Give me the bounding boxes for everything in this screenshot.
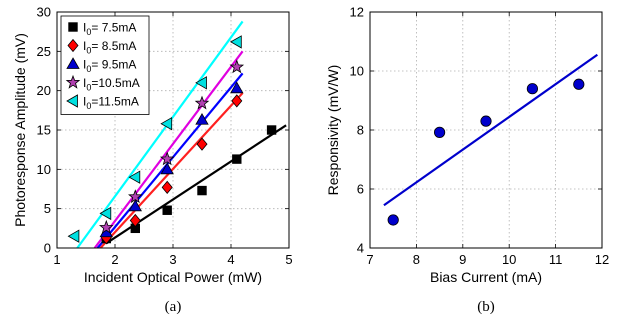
legend-label-value: = 9.5mA [91, 58, 136, 72]
data-point-series-2 [128, 199, 142, 212]
legend-label-prefix: I [83, 58, 86, 72]
data-point-series-4 [229, 35, 242, 49]
legend-label-prefix: I [83, 76, 86, 90]
data-point-series-3 [159, 151, 175, 166]
fit-line-series-4 [76, 20, 244, 248]
legend-label-series-1: I0= 8.5mA [83, 39, 136, 56]
legend-label-value: =10.5mA [91, 76, 139, 90]
y-tick-label: 5 [44, 201, 51, 216]
data-point-series-0 [266, 125, 277, 135]
x-tick-label: 4 [227, 252, 234, 267]
figure-caption: (a) [165, 299, 182, 315]
plot-layer [383, 53, 598, 226]
legend-label-value: =11.5mA [91, 95, 138, 109]
legend-label-value: = 8.5mA [91, 39, 136, 53]
data-point-series-0 [433, 126, 446, 138]
y-tick-label: 20 [37, 83, 51, 98]
y-axis-label: Responsivity (mV/W) [325, 65, 341, 196]
x-tick-label: 3 [169, 252, 176, 267]
legend-label-prefix: I [83, 39, 86, 53]
data-point-series-1 [231, 94, 243, 108]
fit-line-series-0 [383, 53, 598, 207]
x-tick-label: 11 [549, 252, 563, 267]
data-point-series-0 [387, 214, 399, 226]
legend-label-subscript: 0 [86, 64, 91, 74]
data-point-series-0 [162, 205, 172, 215]
y-tick-label: 10 [350, 64, 364, 79]
data-point-series-4 [128, 170, 141, 184]
data-point-series-4 [195, 76, 207, 90]
legend-label-series-0: I0= 7.5mA [83, 21, 136, 38]
legend-label-subscript: 0 [86, 46, 91, 56]
data-point-series-0 [573, 78, 585, 90]
data-point-series-2 [160, 162, 174, 175]
x-axis-label: Incident Optical Power (mW) [84, 269, 262, 285]
y-axis-label: Photoresponse Amplitude (mV) [12, 33, 28, 227]
y-tick-label: 6 [357, 182, 364, 197]
x-tick-label: 2 [111, 252, 118, 267]
data-point-series-3 [229, 59, 245, 74]
data-point-series-3 [194, 95, 210, 110]
data-point-series-4 [67, 229, 80, 243]
fit-line-series-3 [93, 50, 244, 248]
y-tick-label: 4 [357, 241, 364, 256]
y-tick-label: 10 [37, 162, 51, 177]
legend-label-prefix: I [83, 21, 86, 35]
legend-marker-series-0 [68, 22, 78, 32]
y-tick-label: 25 [37, 44, 51, 59]
x-tick-label: 10 [502, 252, 516, 267]
data-point-series-4 [99, 206, 112, 221]
legend-label-subscript: 0 [86, 27, 91, 37]
legend-marker-series-2 [66, 57, 80, 69]
plot-layer [67, 20, 287, 248]
data-point-series-3 [128, 189, 143, 204]
data-point-series-0 [232, 154, 242, 164]
y-tick-label: 8 [357, 123, 364, 138]
data-point-series-0 [197, 185, 207, 196]
chart-b: 7 8 9 10 11 12 4 6 8 10 12 Bias Current (mA) Respons… [325, 5, 609, 316]
figure-caption: (b) [477, 299, 495, 315]
x-axis-label: Bias Current (mA) [430, 269, 542, 285]
legend-marker-series-3 [65, 74, 81, 89]
data-point-series-1 [161, 180, 173, 195]
legend-label-prefix: I [83, 95, 86, 109]
x-tick-label: 8 [413, 252, 420, 267]
y-tick-label: 12 [350, 5, 364, 20]
data-point-series-0 [526, 83, 539, 95]
y-tick-label: 15 [37, 123, 51, 138]
x-tick-label: 7 [366, 252, 373, 267]
data-point-series-2 [230, 81, 244, 94]
legend-label-series-4: I0=11.5mA [83, 95, 139, 112]
legend-label-series-3: I0=10.5mA [83, 76, 140, 93]
x-tick-label: 12 [595, 252, 609, 267]
y-tick-label: 0 [44, 241, 51, 256]
x-tick-label: 1 [53, 252, 60, 267]
data-point-series-1 [129, 213, 141, 228]
legend-marker-series-4 [66, 94, 78, 108]
y-tick-label: 30 [37, 5, 51, 20]
legend-label-series-2: I0= 9.5mA [83, 58, 136, 75]
x-tick-label: 5 [285, 252, 292, 267]
data-point-series-4 [160, 117, 173, 131]
data-point-series-2 [195, 112, 209, 125]
legend-marker-series-1 [67, 38, 79, 53]
data-point-series-3 [99, 219, 114, 234]
data-point-series-1 [196, 137, 208, 151]
legend-label-subscript: 0 [86, 101, 91, 111]
x-tick-label: 9 [459, 252, 466, 267]
legend-label-value: = 7.5mA [91, 21, 136, 35]
legend-label-subscript: 0 [86, 83, 91, 93]
data-point-series-0 [480, 115, 492, 127]
plot-frame [56, 11, 290, 249]
plot-frame [369, 11, 603, 249]
chart-a: 1 2 3 4 5 0 5 10 15 20 25 30 Incident Optical Power … [12, 5, 293, 316]
